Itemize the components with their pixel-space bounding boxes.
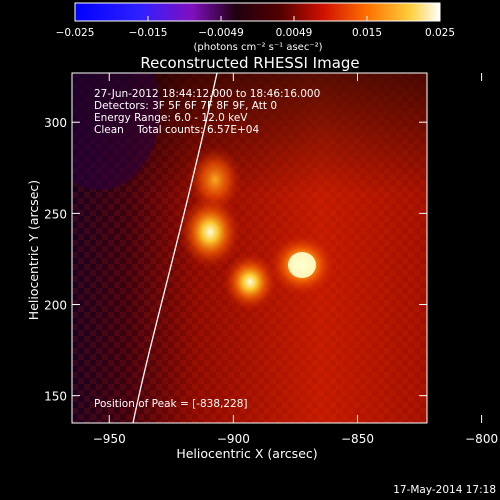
footer-timestamp: 17-May-2014 17:18 (393, 484, 496, 496)
y-tick-label: 250 (44, 207, 67, 221)
y-tick-label: 150 (44, 390, 67, 404)
plot-title: Reconstructed RHESSI Image (140, 54, 359, 72)
x-tick-label: −850 (341, 432, 374, 446)
x-axis-ticks: −950 −900 −850 −800 (93, 73, 498, 446)
time-range: 27-Jun-2012 18:44:12.000 to 18:46:16.000 (94, 88, 320, 100)
colorbar-ticks: −0.025 −0.015 −0.0049 0.0049 0.015 0.025 (56, 16, 455, 39)
reconstructed-image (72, 73, 427, 423)
y-axis-ticks: 300 250 200 150 (44, 116, 427, 404)
info-block: 27-Jun-2012 18:44:12.000 to 18:46:16.000… (94, 88, 320, 136)
detectors: Detectors: 3F 5F 6F 7F 8F 9F, Att 0 (94, 100, 277, 112)
method-counts: Clean Total counts: 6.57E+04 (94, 124, 259, 136)
colorbar-tick-label: 0.015 (352, 27, 382, 39)
colorbar-tick-label: −0.0049 (198, 27, 244, 39)
colorbar-units: (photons cm⁻² s⁻¹ asec⁻²) (193, 42, 322, 53)
colorbar-tick-label: 0.0049 (276, 27, 313, 39)
colorbar-tick-label: 0.025 (425, 27, 455, 39)
solar-limb-line (132, 73, 218, 423)
colorbar-tick-label: −0.025 (56, 27, 95, 39)
colorbar: −0.025 −0.015 −0.0049 0.0049 0.015 0.025 (pho… (56, 2, 455, 53)
energy-range: Energy Range: 6.0 - 12.0 keV (94, 112, 248, 124)
colorbar-gradient (74, 2, 441, 22)
colorbar-tick-label: −0.015 (129, 27, 168, 39)
x-tick-label: −950 (93, 432, 126, 446)
x-tick-label: −800 (465, 432, 498, 446)
y-tick-label: 200 (44, 299, 67, 313)
peak-position: Position of Peak = [-838,228] (94, 398, 248, 410)
y-tick-label: 300 (44, 116, 67, 130)
y-axis-label: Heliocentric Y (arcsec) (26, 180, 41, 320)
plot-frame (71, 72, 428, 424)
x-tick-label: −900 (217, 432, 250, 446)
x-axis-label: Heliocentric X (arcsec) (176, 446, 317, 461)
